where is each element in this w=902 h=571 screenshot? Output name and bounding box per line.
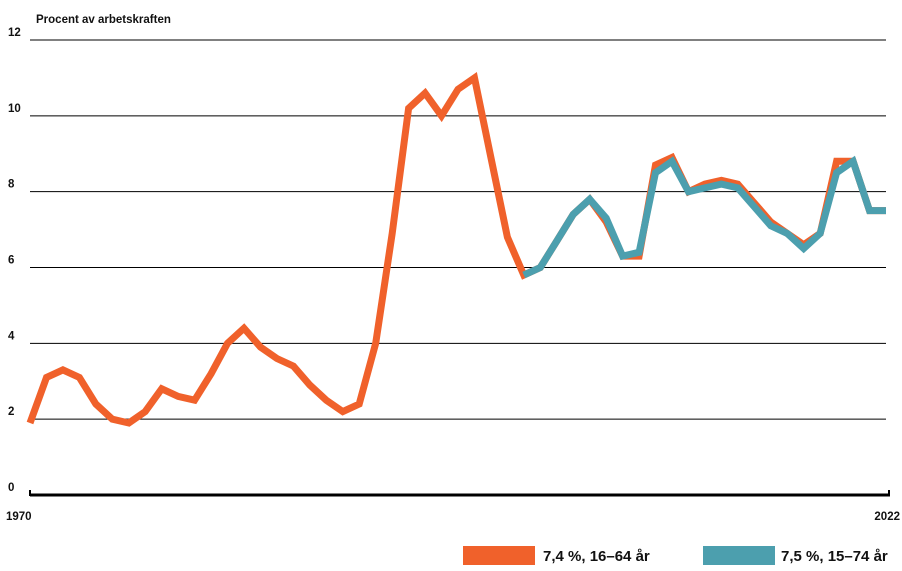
x-axis (29, 490, 890, 497)
legend-label: 7,4 %, 16–64 år (543, 548, 650, 565)
legend-swatch (463, 546, 535, 565)
y-axis-title: Procent av arbetskraften (36, 14, 171, 26)
gridlines (30, 39, 886, 420)
y-tick-labels: 0 2 4 6 8 10 12 (8, 27, 21, 494)
y-tick-label: 2 (8, 406, 14, 418)
series-line-2 (522, 155, 886, 279)
legend: 7,4 %, 16–64 år 7,5 %, 15–74 år (463, 546, 888, 565)
x-tick-label: 1970 (6, 511, 32, 523)
y-tick-label: 6 (8, 255, 14, 267)
y-tick-label: 12 (8, 27, 21, 39)
legend-label: 7,5 %, 15–74 år (781, 548, 888, 565)
x-tick-labels: 1970 2022 (6, 511, 900, 523)
y-tick-label: 4 (8, 330, 15, 342)
x-tick-label: 2022 (874, 511, 900, 523)
y-tick-label: 10 (8, 103, 21, 115)
y-tick-label: 0 (8, 482, 14, 494)
series-lines (26, 72, 886, 427)
legend-swatch (703, 546, 775, 565)
y-tick-label: 8 (8, 179, 15, 191)
series-line-1 (26, 72, 886, 427)
